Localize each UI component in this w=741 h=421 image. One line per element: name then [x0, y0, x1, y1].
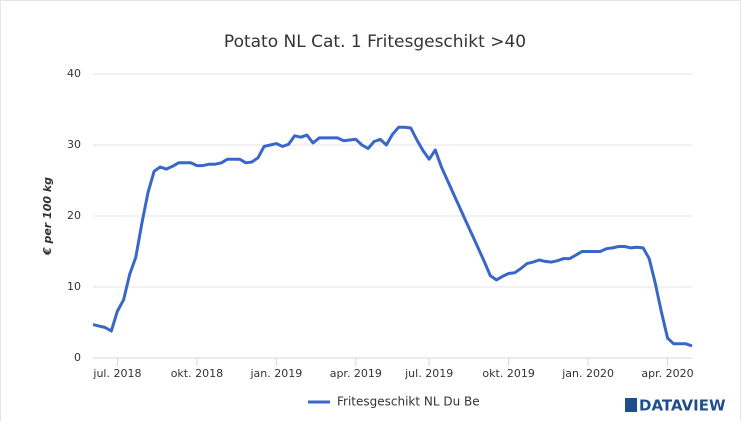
x-tick-label: okt. 2019: [482, 367, 534, 380]
y-tick-label: 30: [67, 138, 81, 151]
x-tick-label: apr. 2020: [641, 367, 693, 380]
legend-label: Fritesgeschikt NL Du Be: [337, 395, 480, 409]
x-tick-label: okt. 2018: [171, 367, 223, 380]
logo-icon: [625, 398, 637, 412]
x-tick-label: jul. 2018: [92, 367, 141, 380]
y-tick-label: 20: [67, 209, 81, 222]
x-tick-label: jan. 2020: [561, 367, 614, 380]
series-line: [92, 125, 693, 348]
y-axis-label: € per 100 kg: [41, 177, 54, 256]
y-tick-label: 40: [67, 67, 81, 80]
x-tick-label: jan. 2019: [249, 367, 302, 380]
x-tick-label: apr. 2019: [330, 367, 382, 380]
logo-text: DATAVIEW: [639, 397, 726, 415]
y-tick-label: 10: [67, 280, 81, 293]
logo: DATAVIEW: [625, 397, 726, 415]
chart-title: Potato NL Cat. 1 Fritesgeschikt >40: [224, 32, 526, 52]
x-tick-label: jul. 2019: [404, 367, 453, 380]
y-tick-label: 0: [74, 351, 81, 364]
